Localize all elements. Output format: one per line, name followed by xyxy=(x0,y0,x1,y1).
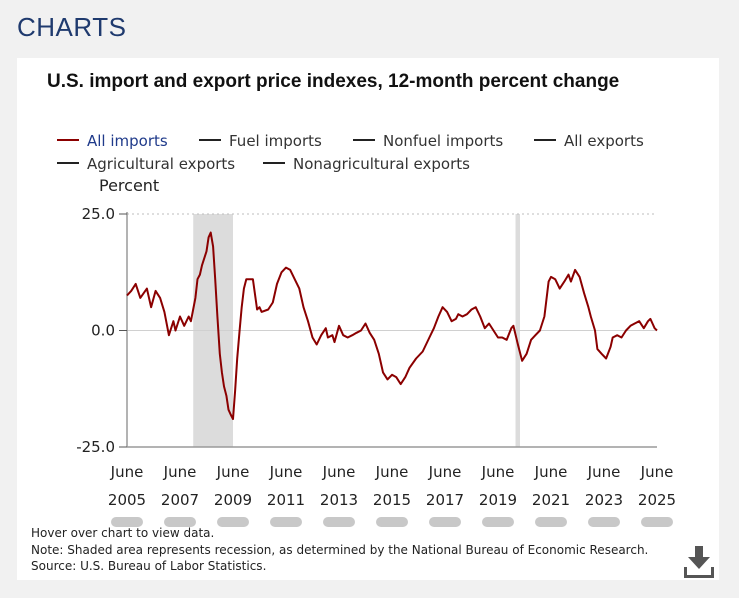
x-tick-month: June xyxy=(428,463,462,481)
x-tick-year: 2019 xyxy=(479,491,517,509)
legend-item-nonfuel-imports[interactable]: Nonfuel imports xyxy=(353,132,503,150)
legend-label: All exports xyxy=(564,132,644,150)
x-tick-handle[interactable] xyxy=(270,517,302,527)
legend-item-fuel-imports[interactable]: Fuel imports xyxy=(199,132,322,150)
source-note: Source: U.S. Bureau of Labor Statistics. xyxy=(31,559,267,573)
series-line-all-imports[interactable] xyxy=(126,231,658,420)
chart-plot[interactable]: 25.0 0.0 -25.0 June 2005 June 2007 June 2009 June… xyxy=(17,58,719,528)
y-axis-label: Percent xyxy=(99,176,160,195)
x-tick-year: 2011 xyxy=(267,491,305,509)
x-tick-handle[interactable] xyxy=(164,517,196,527)
x-tick-month: June xyxy=(481,463,515,481)
legend-label: Nonfuel imports xyxy=(383,132,504,150)
legend-item-agricultural-exports[interactable]: Agricultural exports xyxy=(57,155,235,173)
download-button[interactable] xyxy=(682,544,716,580)
x-tick-month: June xyxy=(640,463,674,481)
x-tick-year: 2007 xyxy=(161,491,199,509)
x-tick-month: June xyxy=(163,463,197,481)
x-tick-year: 2015 xyxy=(373,491,411,509)
legend-swatch xyxy=(57,161,79,164)
legend-item-all-exports[interactable]: All exports xyxy=(534,132,644,150)
x-tick-month: June xyxy=(587,463,621,481)
chart-card: U.S. import and export price indexes, 12… xyxy=(17,58,719,580)
x-tick-month: June xyxy=(375,463,409,481)
legend-swatch xyxy=(353,138,375,141)
x-tick-handle[interactable] xyxy=(429,517,461,527)
x-tick-year: 2013 xyxy=(320,491,358,509)
x-tick-month: June xyxy=(216,463,250,481)
page-header: CHARTS xyxy=(17,12,127,42)
x-tick-handle[interactable] xyxy=(111,517,143,527)
legend-label: Nonagricultural exports xyxy=(293,155,470,173)
legend-swatch xyxy=(199,138,221,141)
x-tick-year: 2009 xyxy=(214,491,252,509)
x-tick-year: 2017 xyxy=(426,491,464,509)
legend-swatch xyxy=(534,138,556,141)
legend-item-all-imports[interactable]: All imports xyxy=(57,132,168,150)
legend-swatch xyxy=(263,161,285,164)
x-tick-handle[interactable] xyxy=(376,517,408,527)
x-tick-handle[interactable] xyxy=(482,517,514,527)
chart-notes: Hover over chart to view data. Note: Sha… xyxy=(31,525,648,575)
x-tick-month: June xyxy=(110,463,144,481)
x-tick-year: 2025 xyxy=(638,491,676,509)
legend-item-nonagricultural-exports[interactable]: Nonagricultural exports xyxy=(263,155,470,173)
y-tick-label: -25.0 xyxy=(76,438,115,456)
x-tick-month: June xyxy=(534,463,568,481)
legend-swatch xyxy=(57,138,79,141)
recession-note: Note: Shaded area represents recession, … xyxy=(31,542,649,557)
x-tick-handle[interactable] xyxy=(535,517,567,527)
x-tick-year: 2023 xyxy=(585,491,623,509)
x-tick-year: 2021 xyxy=(532,491,570,509)
chart-title: U.S. import and export price indexes, 12… xyxy=(47,71,620,92)
y-tick-label: 0.0 xyxy=(91,322,115,340)
x-tick-year: 2005 xyxy=(108,491,146,509)
x-tick-month: June xyxy=(269,463,303,481)
legend-label: All imports xyxy=(87,132,168,150)
x-tick-month: June xyxy=(322,463,356,481)
hover-hint: Hover over chart to view data. xyxy=(31,526,215,540)
x-tick-handle[interactable] xyxy=(217,517,249,527)
x-tick-handle[interactable] xyxy=(323,517,355,527)
legend-label: Agricultural exports xyxy=(87,155,236,173)
x-tick-handle[interactable] xyxy=(588,517,620,527)
download-icon xyxy=(684,546,714,578)
y-tick-label: 25.0 xyxy=(82,205,115,223)
x-tick-handle[interactable] xyxy=(641,517,673,527)
legend-label: Fuel imports xyxy=(229,132,322,150)
